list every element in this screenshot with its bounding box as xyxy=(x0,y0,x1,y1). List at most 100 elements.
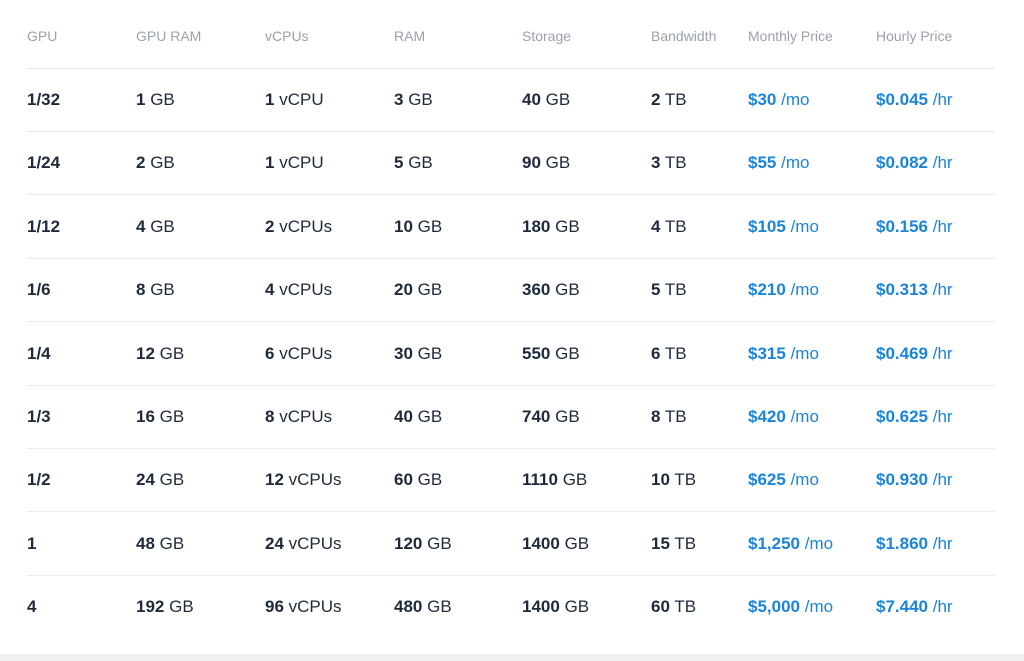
table-cell: 192 GB xyxy=(136,597,194,617)
column-header: Storage xyxy=(522,28,572,44)
cell-value: 4 xyxy=(265,280,275,300)
cell-unit: GB xyxy=(545,153,571,173)
cell-value: 4 xyxy=(651,216,661,236)
cell-value: $210 xyxy=(748,280,786,300)
cell-value: 360 xyxy=(522,280,551,300)
table-cell: 3 TB xyxy=(651,153,687,173)
cell-unit: TB xyxy=(664,216,687,236)
table-cell: 10 TB xyxy=(651,470,696,490)
cell-unit: /mo xyxy=(781,90,810,109)
table-cell: 96 vCPUs xyxy=(265,597,342,617)
cell-unit: vCPU xyxy=(279,90,324,109)
cell-value: 30 xyxy=(394,343,413,363)
cell-value: 1/3 xyxy=(27,407,51,426)
table-cell: 2 TB xyxy=(651,90,687,110)
table-cell: 4 xyxy=(27,597,36,617)
cell-value: $1,250 xyxy=(748,533,800,553)
table-cell: 1 vCPU xyxy=(265,153,324,173)
table-cell: 1110 GB xyxy=(522,470,587,490)
cell-unit: /mo xyxy=(804,597,834,617)
table-cell: 180 GB xyxy=(522,217,580,237)
cell-unit: GB xyxy=(417,280,443,300)
footer-band xyxy=(0,654,1024,661)
table-cell: 1/24 xyxy=(27,153,60,173)
cell-value: 1/24 xyxy=(27,153,61,173)
cell-unit: GB xyxy=(417,343,443,363)
cell-unit: GB xyxy=(150,216,175,236)
table-cell: 8 TB xyxy=(651,407,687,427)
cell-unit: vCPUs xyxy=(288,533,342,553)
cell-unit: GB xyxy=(555,216,580,236)
row-separator xyxy=(27,574,995,576)
table-cell: 480 GB xyxy=(394,597,452,617)
cell-unit: vCPUs xyxy=(288,470,342,490)
table-cell: 40 GB xyxy=(522,90,570,110)
table-cell: $0.045 /hr xyxy=(876,90,953,110)
cell-value: 3 xyxy=(651,153,661,173)
table-cell: 2 vCPUs xyxy=(265,217,332,237)
cell-value: 1400 xyxy=(522,597,560,617)
cell-value: 8 xyxy=(136,280,146,300)
cell-value: 1 xyxy=(265,153,275,173)
cell-unit: /hr xyxy=(932,90,953,109)
table-cell: $1.860 /hr xyxy=(876,534,953,554)
cell-value: 60 xyxy=(651,597,670,617)
cell-value: 60 xyxy=(394,470,413,490)
table-cell: $0.930 /hr xyxy=(876,470,953,490)
table-cell: 1/6 xyxy=(27,280,51,300)
cell-unit: /hr xyxy=(932,597,953,617)
column-header: Monthly Price xyxy=(748,28,833,44)
cell-value: 1/32 xyxy=(27,90,61,109)
cell-value: 480 xyxy=(394,597,423,617)
cell-unit: /mo xyxy=(790,407,819,426)
table-cell: 24 vCPUs xyxy=(265,534,342,554)
cell-value: 15 xyxy=(651,533,670,553)
table-cell: $1,250 /mo xyxy=(748,534,833,554)
row-separator xyxy=(27,321,995,323)
table-cell: 8 GB xyxy=(136,280,175,300)
table-cell: 1/3 xyxy=(27,407,51,427)
cell-unit: TB xyxy=(674,533,697,553)
cell-unit: /hr xyxy=(932,153,953,173)
table-cell: 6 TB xyxy=(651,344,687,364)
row-separator xyxy=(27,68,995,69)
cell-unit: /hr xyxy=(932,343,953,363)
cell-unit: /mo xyxy=(790,280,819,300)
table-cell: 1 GB xyxy=(136,90,175,110)
table-cell: 5 TB xyxy=(651,280,687,300)
table-cell: 16 GB xyxy=(136,407,184,427)
cell-unit: GB xyxy=(408,90,433,109)
cell-value: 740 xyxy=(522,407,551,426)
table-cell: $0.625 /hr xyxy=(876,407,953,427)
cell-value: $5,000 xyxy=(748,597,800,617)
cell-value: 48 xyxy=(136,533,155,553)
table-cell: 60 TB xyxy=(651,597,696,617)
cell-unit: vCPUs xyxy=(288,597,342,617)
cell-unit: GB xyxy=(169,597,194,617)
column-header: Bandwidth xyxy=(651,28,717,44)
cell-value: 40 xyxy=(522,90,541,109)
cell-unit: GB xyxy=(150,153,175,173)
cell-value: 1/12 xyxy=(27,216,61,236)
column-header: GPU RAM xyxy=(136,28,202,44)
cell-unit: TB xyxy=(664,407,687,426)
cell-value: 2 xyxy=(651,90,661,109)
table-cell: 60 GB xyxy=(394,470,442,490)
cell-unit: /mo xyxy=(781,153,810,173)
cell-value: 12 xyxy=(265,470,284,490)
row-separator xyxy=(27,511,995,513)
cell-unit: /hr xyxy=(932,407,953,426)
table-cell: 12 GB xyxy=(136,344,184,364)
cell-unit: GB xyxy=(417,407,443,426)
table-cell: 360 GB xyxy=(522,280,580,300)
table-cell: 3 GB xyxy=(394,90,433,110)
cell-value: $7.440 xyxy=(876,597,928,617)
cell-value: 1/4 xyxy=(27,343,51,363)
cell-value: 6 xyxy=(651,343,661,363)
table-cell: $625 /mo xyxy=(748,470,819,490)
cell-unit: /mo xyxy=(790,343,819,363)
cell-unit: TB xyxy=(664,90,687,109)
cell-value: 1 xyxy=(136,90,146,109)
cell-value: 5 xyxy=(651,280,661,300)
table-cell: 740 GB xyxy=(522,407,580,427)
